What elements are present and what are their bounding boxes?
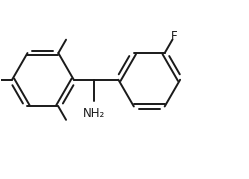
Text: NH₂: NH₂ [83, 107, 105, 120]
Text: F: F [171, 30, 178, 43]
